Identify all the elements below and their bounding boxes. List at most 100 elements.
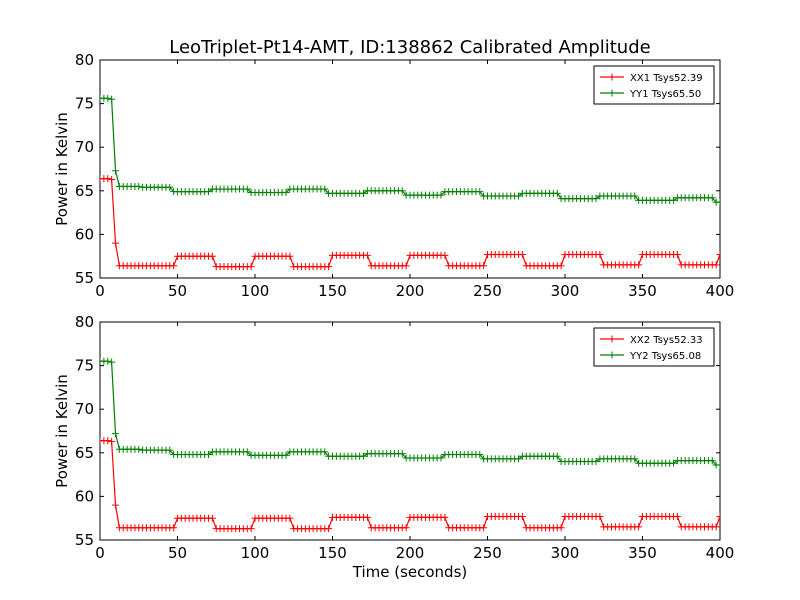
y-tick-label: 75 xyxy=(75,95,94,113)
data-point xyxy=(360,452,367,460)
data-point xyxy=(205,188,212,196)
data-point xyxy=(166,446,174,454)
data-point xyxy=(779,461,786,468)
data-point xyxy=(759,523,766,530)
y-tick-label: 65 xyxy=(75,182,94,200)
data-point xyxy=(716,512,720,520)
data-point xyxy=(360,189,367,197)
legend: XX2 Tsys52.33 YY2 Tsys65.08 xyxy=(593,327,715,367)
data-point xyxy=(767,261,774,268)
data-point xyxy=(790,261,797,268)
y-tick-label: 55 xyxy=(75,531,94,549)
legend-box xyxy=(593,65,715,105)
x-tick-label: 250 xyxy=(473,544,502,562)
data-point xyxy=(786,523,793,530)
data-point xyxy=(247,525,255,533)
legend-entry: YY1 Tsys65.50 xyxy=(629,89,701,100)
y-tick-label: 55 xyxy=(75,269,94,287)
data-point xyxy=(763,461,770,468)
data-point xyxy=(476,451,484,459)
data-point xyxy=(755,523,762,530)
data-point xyxy=(744,513,751,520)
y-tick-label: 60 xyxy=(75,225,94,243)
data-point xyxy=(708,457,716,465)
data-point xyxy=(592,458,600,466)
data-point xyxy=(728,251,735,258)
data-point xyxy=(716,250,720,258)
data-point xyxy=(740,513,747,520)
data-point xyxy=(751,251,758,258)
data-point xyxy=(398,450,406,458)
data-point xyxy=(724,513,731,520)
data-point xyxy=(740,251,747,258)
data-point xyxy=(325,263,333,271)
data-point xyxy=(786,461,793,468)
data-point xyxy=(794,514,800,521)
data-point xyxy=(748,251,755,258)
series-group xyxy=(100,94,800,271)
y-axis-label: Power in Kelvin xyxy=(53,112,71,226)
data-point xyxy=(790,523,797,530)
x-tick-label: 400 xyxy=(706,544,735,562)
x-tick-label: 0 xyxy=(95,544,105,562)
data-point xyxy=(631,455,639,463)
x-tick-label: 50 xyxy=(168,544,187,562)
data-point xyxy=(732,513,739,520)
data-point xyxy=(104,357,112,365)
data-point xyxy=(631,192,639,200)
data-point xyxy=(779,198,786,205)
data-point xyxy=(515,455,522,463)
data-point xyxy=(767,198,774,205)
data-point xyxy=(480,262,488,270)
data-point xyxy=(794,252,800,259)
data-point xyxy=(557,524,565,532)
data-point xyxy=(476,188,484,196)
data-point xyxy=(759,261,766,268)
data-point xyxy=(790,202,797,209)
data-point xyxy=(748,199,755,206)
y-axis-label: Power in Kelvin xyxy=(53,374,71,488)
data-point xyxy=(402,262,410,270)
data-point xyxy=(740,462,747,469)
data-point xyxy=(282,451,290,459)
data-point xyxy=(437,191,445,199)
data-point xyxy=(321,448,329,456)
data-point xyxy=(748,462,755,469)
data-point xyxy=(208,252,216,260)
data-point xyxy=(325,525,333,533)
data-point xyxy=(518,250,526,258)
data-point xyxy=(398,187,406,195)
data-point xyxy=(108,437,116,445)
data-point xyxy=(402,524,410,532)
data-point xyxy=(744,462,751,469)
data-point xyxy=(112,167,119,175)
top-panel: 0 50 100 150 200 250 300 350 400 55 60 65 70 75 80 Powe… xyxy=(53,51,800,300)
data-point xyxy=(596,250,604,258)
data-point xyxy=(759,198,766,205)
data-point xyxy=(720,513,727,520)
data-point xyxy=(437,454,445,462)
data-point xyxy=(755,461,762,468)
data-point xyxy=(112,239,119,247)
x-axis-label: Time (seconds) xyxy=(352,563,468,581)
data-point xyxy=(782,261,789,268)
data-point xyxy=(670,196,677,204)
data-point xyxy=(716,198,720,206)
data-point xyxy=(557,262,565,270)
bottom-panel: 0 50 100 150 200 250 300 350 400 55 60 65 70 75 80 Powe… xyxy=(53,313,800,562)
data-point xyxy=(135,445,143,453)
data-point xyxy=(635,261,643,269)
data-point xyxy=(728,513,735,520)
data-point xyxy=(108,95,116,103)
data-point xyxy=(135,182,143,190)
data-point xyxy=(775,523,782,530)
data-point xyxy=(744,199,751,206)
data-point xyxy=(786,261,793,268)
data-point xyxy=(736,199,743,206)
legend-marker xyxy=(608,73,616,81)
x-tick-label: 50 xyxy=(168,282,187,300)
data-point xyxy=(321,185,329,193)
data-point xyxy=(794,465,800,472)
data-point xyxy=(518,512,526,520)
legend-entry: YY2 Tsys65.08 xyxy=(629,351,701,362)
